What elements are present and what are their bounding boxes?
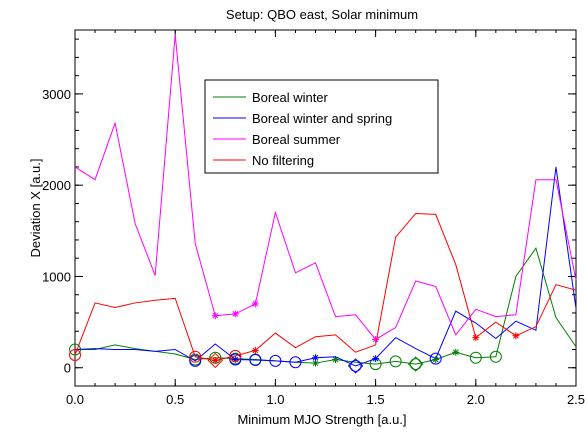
series-3 [69,212,577,369]
star-marker [472,334,480,342]
legend-label: Boreal winter and spring [252,111,392,126]
legend-box [204,79,439,174]
x-tick-label: 0.0 [66,392,84,407]
circle-marker [469,351,482,364]
circle-marker [389,355,402,368]
series-line [74,212,577,361]
y-axis-label: Deviation X [a.u.] [28,159,43,258]
series-line [74,166,577,367]
x-tick-label: 0.5 [166,392,184,407]
series-1 [74,166,577,374]
star-marker [372,335,380,343]
circle-marker [189,350,202,363]
star-marker [332,356,340,364]
x-tick-label: 1.5 [367,392,385,407]
x-axis-label: Minimum MJO Strength [a.u.] [237,412,406,427]
star-marker [211,312,219,320]
y-tick-label: 0 [64,361,71,376]
diamond-marker [407,356,424,372]
axis-ticks: 0.0 0.5 1.0 1.5 2.0 2.5 0 1000 2000 3000 [42,30,585,407]
circle-marker [69,348,81,361]
series-group [69,34,577,374]
circle-marker [249,353,262,366]
circle-marker [229,353,242,366]
circle-marker [269,354,282,367]
star-marker [432,356,440,364]
star-marker [231,310,239,318]
x-tick-label: 2.0 [467,392,485,407]
y-tick-label: 3000 [42,87,71,102]
circle-marker [429,352,442,365]
series-2 [74,34,577,343]
star-marker [251,300,259,308]
circle-marker [229,349,242,362]
chart-title: Setup: QBO east, Solar minimum [226,7,418,22]
circle-marker [409,358,422,371]
diamond-marker [207,352,223,369]
star-marker [211,356,219,364]
circle-marker [349,359,362,372]
legend-label: No filtering [252,153,314,168]
series-line [75,247,577,365]
star-marker [512,332,520,340]
x-tick-label: 1.0 [266,392,284,407]
circle-marker [289,356,302,369]
legend: Boreal winter Boreal winter and spring Bor… [204,79,439,174]
star-marker [452,348,460,356]
y-tick-label: 2000 [42,178,71,193]
star-marker [231,356,239,364]
plot-frame [74,29,577,387]
circle-marker [489,350,502,363]
y-tick-label: 1000 [42,269,71,284]
star-marker [311,359,319,367]
legend-label: Boreal winter [252,90,329,105]
diamond-marker [347,358,364,374]
star-marker [372,355,380,363]
legend-label: Boreal summer [252,132,341,147]
star-marker [251,346,259,354]
series-0 [69,247,577,372]
x-tick-label: 2.5 [567,392,585,407]
star-marker [311,354,319,362]
series-line [74,34,577,341]
